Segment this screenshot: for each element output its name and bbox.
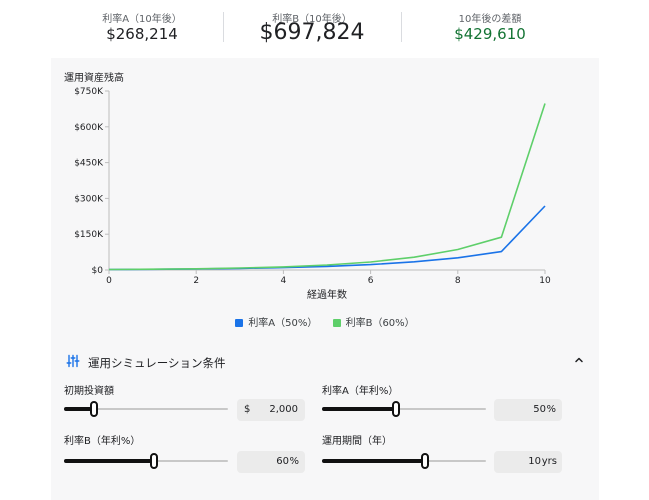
legend-label-rate-a: 利率A（50%） <box>248 318 318 329</box>
chevron-up-icon[interactable] <box>572 353 586 367</box>
summary-divider <box>401 12 402 42</box>
settings-title: 運用シミュレーション条件 <box>88 356 226 370</box>
summary-diff-label: 10年後の差額 <box>458 14 522 25</box>
y-tick-label: $0 <box>92 266 104 276</box>
years-suffix: yrs <box>541 456 557 467</box>
settings-header[interactable]: 運用シミュレーション条件 <box>66 353 586 371</box>
legend-label-rate-b: 利率B（60%） <box>345 318 415 329</box>
summary-diff: 10年後の差額 $429,610 <box>401 0 579 58</box>
series-line-rate-a <box>108 205 546 271</box>
initial-investment-slider[interactable] <box>64 399 228 419</box>
rate-a-label: 利率A（年利%） <box>322 386 399 397</box>
x-tick-label: 8 <box>455 276 461 286</box>
summary-rate-a-value: $268,214 <box>106 25 178 43</box>
percent-suffix: % <box>289 456 299 467</box>
x-tick-label: 10 <box>539 276 551 286</box>
x-tick-label: 0 <box>106 276 112 286</box>
legend-swatch-rate-b <box>332 319 341 327</box>
slider-thumb[interactable] <box>421 453 430 469</box>
initial-investment-input[interactable]: $ 2,000 <box>237 399 305 421</box>
y-tick-label: $750K <box>74 87 104 97</box>
tune-icon <box>66 354 80 368</box>
initial-investment-label: 初期投資額 <box>64 386 114 397</box>
rate-a-value: 50 <box>533 404 546 415</box>
slider-track <box>64 408 228 410</box>
period-label: 運用期間（年） <box>322 436 392 447</box>
summary-rate-b-value: $697,824 <box>259 20 365 45</box>
period-input[interactable]: 10 yrs <box>494 451 562 473</box>
slider-fill <box>64 407 94 411</box>
legend-item-rate-b[interactable]: 利率B（60%） <box>332 314 415 329</box>
y-tick-label: $300K <box>74 194 104 204</box>
slider-fill <box>64 459 155 463</box>
legend-swatch-rate-a <box>235 319 244 327</box>
initial-investment-value: 2,000 <box>269 404 298 415</box>
period-slider[interactable] <box>322 451 486 471</box>
y-tick-label: $600K <box>74 123 104 133</box>
rate-a-slider[interactable] <box>322 399 486 419</box>
rate-b-slider[interactable] <box>64 451 228 471</box>
y-tick-label: $150K <box>74 230 104 240</box>
currency-prefix: $ <box>244 404 251 415</box>
slider-thumb[interactable] <box>89 401 98 417</box>
period-value: 10 <box>528 456 541 467</box>
legend-item-rate-a[interactable]: 利率A（50%） <box>235 314 317 329</box>
slider-track <box>322 408 486 410</box>
chart-legend: 利率A（50%） 利率B（60%） <box>51 314 599 329</box>
chart-title: 運用資産残高 <box>64 73 124 84</box>
simulator-panel: 利率A（10年後） $268,214 利率B（10年後） $697,824 10… <box>51 0 599 500</box>
summary-divider <box>223 12 224 42</box>
slider-thumb[interactable] <box>391 401 400 417</box>
summary-diff-value: $429,610 <box>454 25 526 43</box>
slider-thumb[interactable] <box>150 453 159 469</box>
rate-a-input[interactable]: 50 % <box>494 399 562 421</box>
rate-b-label: 利率B（年利%） <box>64 436 141 447</box>
y-tick-label: $450K <box>74 159 104 169</box>
x-tick-label: 2 <box>193 276 199 286</box>
rate-b-input[interactable]: 60 % <box>237 451 305 473</box>
summary-rate-a: 利率A（10年後） $268,214 <box>51 0 233 58</box>
x-tick-label: 6 <box>368 276 374 286</box>
x-tick-label: 4 <box>281 276 287 286</box>
slider-fill <box>322 459 426 463</box>
summary-rate-a-label: 利率A（10年後） <box>102 14 182 25</box>
series-line-rate-b <box>108 103 546 271</box>
summary-bar: 利率A（10年後） $268,214 利率B（10年後） $697,824 10… <box>51 0 599 58</box>
rate-b-value: 60 <box>276 456 289 467</box>
percent-suffix: % <box>546 404 556 415</box>
slider-fill <box>322 407 396 411</box>
x-axis-label: 経過年数 <box>307 288 347 301</box>
summary-rate-b: 利率B（10年後） $697,824 <box>223 0 401 58</box>
summary-rate-b-label: 利率B（10年後） <box>272 14 352 25</box>
balance-line-chart: $0 $150K $300K $450K $600K $750K 0 2 4 6 8 10 経過年数 <box>74 87 551 301</box>
